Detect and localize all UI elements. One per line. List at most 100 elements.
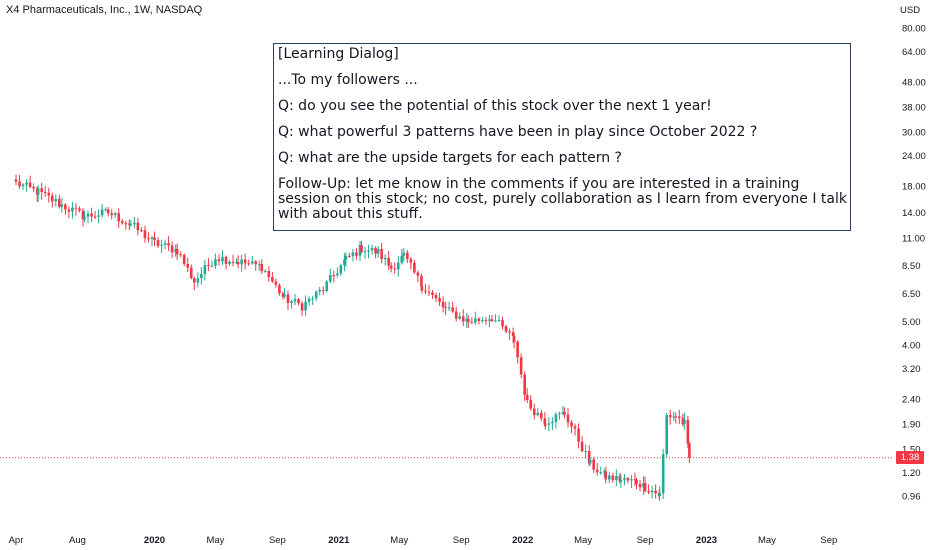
x-tick-label: Sep bbox=[453, 535, 470, 546]
candle-body bbox=[508, 331, 511, 333]
candle-body bbox=[461, 316, 465, 322]
candle-body bbox=[370, 247, 374, 251]
candle-body bbox=[619, 479, 623, 482]
candle-body bbox=[638, 483, 642, 488]
candle-body bbox=[474, 318, 477, 323]
candle-body bbox=[434, 295, 438, 299]
currency-label: USD bbox=[900, 5, 920, 16]
candle-body bbox=[672, 416, 676, 418]
candle-body bbox=[278, 284, 281, 294]
candle-body bbox=[406, 252, 409, 259]
candle-body bbox=[90, 213, 93, 217]
candle-body bbox=[447, 307, 451, 309]
candle-body bbox=[179, 254, 182, 256]
candle-body bbox=[339, 265, 343, 274]
y-tick-label: 38.00 bbox=[902, 102, 926, 113]
candle-body bbox=[314, 291, 318, 299]
y-tick-label: 64.00 bbox=[902, 47, 926, 58]
candle-body bbox=[643, 483, 647, 492]
y-tick-label: 1.50 bbox=[902, 444, 921, 455]
candle-body bbox=[642, 483, 645, 488]
candle-body bbox=[477, 318, 481, 321]
candle-body bbox=[196, 278, 200, 283]
candle-body bbox=[344, 255, 348, 260]
candle-body bbox=[156, 239, 160, 246]
candle-body bbox=[247, 263, 250, 265]
candle-body bbox=[192, 278, 196, 283]
candle-body bbox=[140, 230, 143, 232]
candle-body bbox=[243, 259, 247, 264]
candle-body bbox=[128, 223, 131, 225]
candle-body bbox=[543, 418, 547, 425]
candle-body bbox=[470, 322, 474, 324]
candle-body bbox=[97, 215, 100, 217]
x-tick-label: May bbox=[206, 535, 224, 546]
candle-body bbox=[163, 243, 167, 245]
candle-body bbox=[332, 275, 336, 277]
time-axis: Apr Aug 2020 May Sep 2021 May Sep 2022 May Sep 2023… bbox=[9, 535, 838, 546]
candle-body bbox=[60, 204, 64, 207]
candle-body bbox=[343, 259, 346, 266]
candle-body bbox=[78, 208, 81, 211]
candle-body bbox=[64, 204, 67, 210]
candle-body bbox=[633, 479, 637, 481]
candle-body bbox=[175, 248, 179, 255]
candle-body bbox=[618, 475, 622, 482]
candle-body bbox=[260, 264, 264, 272]
candle-body bbox=[18, 181, 21, 187]
candle-body bbox=[554, 414, 558, 422]
candle-body bbox=[221, 256, 224, 262]
candle-body bbox=[413, 262, 416, 273]
x-tick-label: 2021 bbox=[328, 535, 350, 546]
candle-body bbox=[150, 237, 154, 239]
candle-body bbox=[587, 450, 591, 464]
candle-body bbox=[54, 199, 58, 202]
note-line: Follow-Up: let me know in the comments i… bbox=[278, 176, 847, 222]
candle-body bbox=[351, 252, 355, 257]
candle-body bbox=[207, 265, 210, 267]
y-tick-label: 6.50 bbox=[902, 289, 921, 300]
candle-body bbox=[551, 421, 554, 424]
candle-body bbox=[283, 294, 286, 297]
note-line: Q: do you see the potential of this stoc… bbox=[278, 98, 712, 114]
candle-body bbox=[441, 301, 445, 308]
candle-body bbox=[595, 469, 599, 473]
candle-body bbox=[360, 245, 363, 253]
candle-body bbox=[311, 298, 314, 300]
candle-body bbox=[458, 316, 462, 319]
candle-body bbox=[611, 475, 615, 481]
y-tick-label: 14.00 bbox=[902, 208, 926, 219]
note-line: Q: what are the upside targets for each … bbox=[278, 150, 622, 166]
candle-body bbox=[50, 195, 54, 202]
candle-body bbox=[504, 326, 508, 332]
candle-body bbox=[367, 250, 370, 252]
candle-body bbox=[409, 258, 413, 263]
candle-body bbox=[224, 256, 228, 264]
candle-body bbox=[686, 419, 690, 444]
candle-body bbox=[488, 319, 491, 321]
candle-body bbox=[511, 332, 515, 337]
candle-body bbox=[465, 318, 469, 322]
candle-body bbox=[143, 230, 147, 239]
candle-body bbox=[654, 490, 657, 494]
y-tick-label: 11.00 bbox=[902, 234, 925, 245]
y-tick-label: 18.00 bbox=[902, 181, 926, 192]
candle-body bbox=[321, 289, 325, 292]
candle-body bbox=[577, 428, 580, 442]
candle-body bbox=[257, 264, 261, 266]
candle-body bbox=[174, 248, 177, 253]
candle-body bbox=[254, 261, 258, 265]
candle-body bbox=[416, 272, 420, 276]
candle-body bbox=[607, 475, 611, 480]
candle-body bbox=[402, 252, 406, 256]
x-tick-label: 2022 bbox=[512, 535, 533, 546]
candle-body bbox=[665, 415, 669, 455]
candle-body bbox=[117, 213, 121, 222]
candle-body bbox=[47, 192, 51, 196]
candle-body bbox=[604, 471, 608, 480]
candle-body bbox=[81, 210, 85, 220]
candle-body bbox=[540, 412, 543, 419]
candle-body bbox=[170, 245, 174, 253]
candle-body bbox=[71, 207, 74, 212]
